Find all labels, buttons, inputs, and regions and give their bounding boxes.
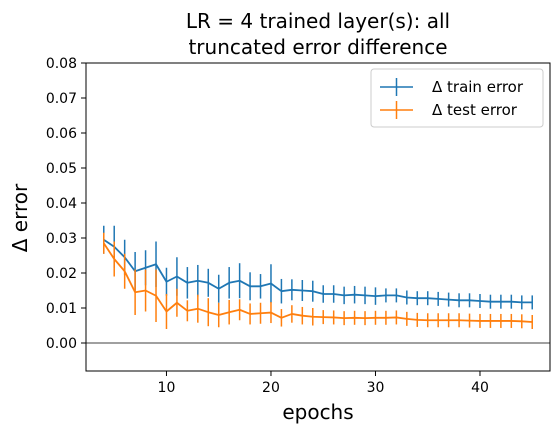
y-tick-label: 0.01: [46, 301, 77, 317]
x-axis: 10 20 30 40: [158, 371, 489, 396]
y-tick-label: 0.03: [46, 231, 77, 247]
chart-title-line-1: LR = 4 trained layer(s): all: [186, 9, 450, 33]
plot-frame: [85, 62, 551, 372]
x-axis-label: epochs: [282, 400, 353, 424]
chart-title-line-2: truncated error difference: [188, 35, 447, 59]
legend-label-train: Δ train error: [432, 78, 524, 96]
y-tick-label: 0.05: [46, 161, 77, 177]
y-tick-label: 0.08: [46, 56, 77, 72]
x-tick-label: 40: [471, 380, 489, 396]
series-line: [103, 239, 533, 304]
y-tick-label: 0.07: [46, 91, 77, 107]
y-tick-label: 0.06: [46, 126, 77, 142]
series-line: [103, 242, 533, 323]
legend-box: [370, 68, 544, 128]
legend: Δ train error Δ test error: [370, 68, 544, 128]
y-tick-label: 0.04: [46, 196, 77, 212]
series-0: [103, 225, 533, 310]
y-tick-label: 0.02: [46, 266, 77, 282]
y-axis: 0.00 0.01 0.02 0.03 0.04 0.05 0.06 0.07 0.08: [46, 56, 86, 352]
x-tick-label: 20: [262, 380, 280, 396]
legend-label-test: Δ test error: [432, 101, 518, 119]
series-1: [103, 232, 533, 329]
x-tick-label: 30: [367, 380, 385, 396]
plot-area: [86, 225, 550, 344]
x-tick-label: 10: [158, 380, 176, 396]
y-tick-label: 0.00: [46, 336, 77, 352]
y-axis-label: Δ error: [8, 183, 32, 252]
